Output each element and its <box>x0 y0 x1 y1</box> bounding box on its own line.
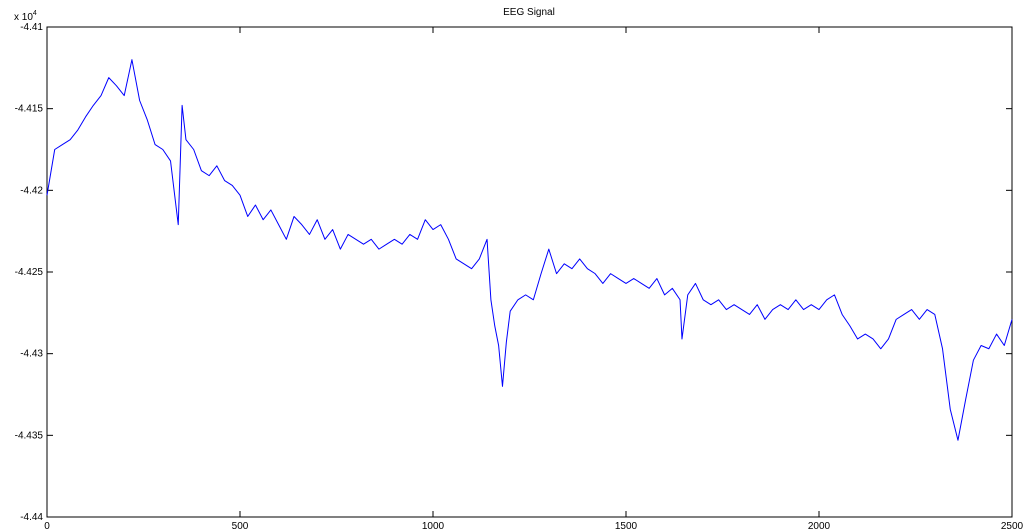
signal-line <box>46 59 1013 441</box>
y-scale-label: x 104 <box>14 10 37 23</box>
y-tick-label: -4.44 <box>20 512 43 523</box>
y-tick-label: -4.435 <box>15 430 44 441</box>
y-tick-label: -4.425 <box>15 267 44 278</box>
plot-frame <box>46 26 1013 518</box>
x-tick-label: 1500 <box>615 521 638 531</box>
chart-title: EEG Signal <box>503 7 555 18</box>
y-tick-label: -4.42 <box>20 185 43 196</box>
x-tick-label: 2500 <box>1001 521 1024 531</box>
y-scale-exponent: 4 <box>33 10 37 17</box>
y-tick-label: -4.41 <box>20 22 43 33</box>
x-tick-label: 500 <box>232 521 249 531</box>
y-scale-base: x 10 <box>14 12 33 23</box>
y-tick-label: -4.43 <box>20 349 43 360</box>
x-tick-label: 1000 <box>422 521 445 531</box>
x-tick-label: 2000 <box>808 521 831 531</box>
y-tick-label: -4.415 <box>15 104 44 115</box>
x-tick-label: 0 <box>44 521 50 531</box>
